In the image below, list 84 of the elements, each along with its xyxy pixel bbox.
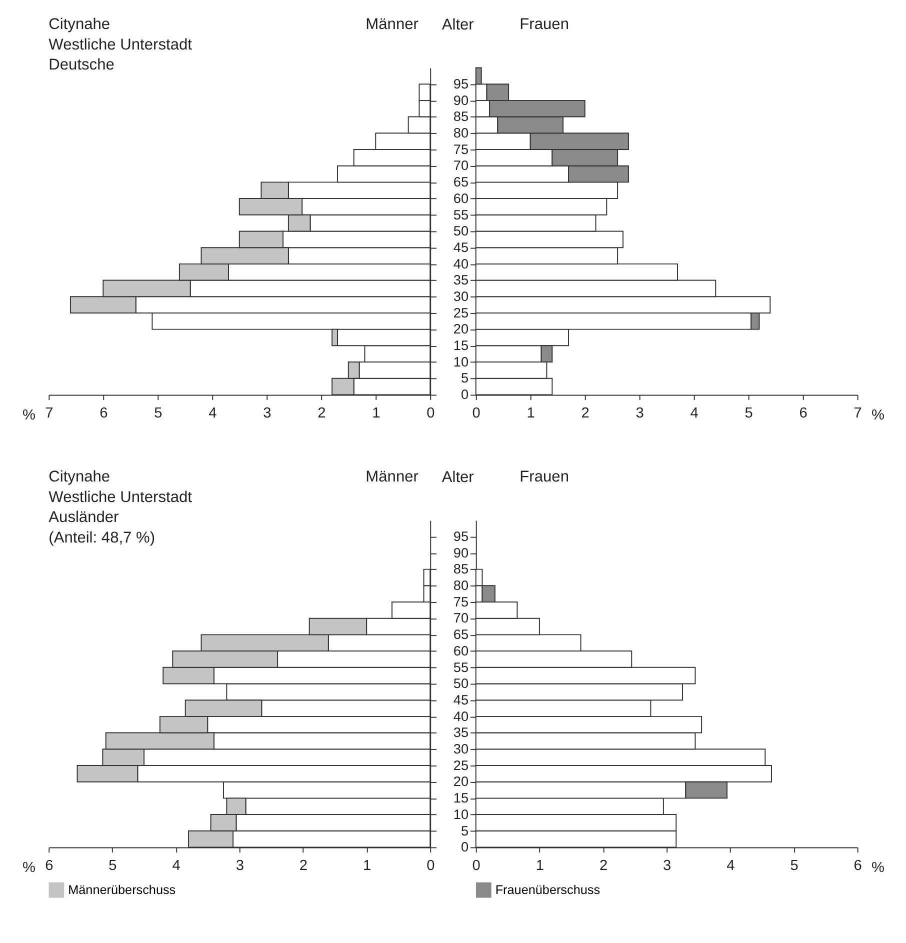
y-tick-label: 10: [453, 806, 469, 822]
y-tick-label: 75: [453, 142, 469, 157]
chart-subtitle: Männer: [366, 16, 418, 33]
x-axis-title: %: [871, 408, 884, 424]
y-tick-label: 90: [453, 92, 469, 108]
y-tick-label: 0: [460, 840, 469, 855]
chart-title: Citynahe Westliche Unterstadt Deutsche: [48, 16, 193, 74]
x-tick-label: 0: [472, 406, 480, 422]
y-tick-label: 20: [453, 774, 469, 790]
x-tick-label: 1: [362, 858, 372, 874]
y-tick-label: 30: [453, 289, 469, 304]
y-tick-label: 75: [453, 594, 469, 610]
y-tick-label: 85: [453, 109, 469, 124]
y-tick-label: 65: [453, 174, 469, 190]
y-tick-label: 0: [460, 387, 469, 402]
x-tick-label: 0: [472, 858, 480, 874]
chart-title: Frauen: [520, 16, 569, 33]
x-tick-label: 3: [636, 406, 644, 422]
y-tick-label: 70: [453, 610, 469, 626]
y-tick-label: 70: [453, 158, 469, 174]
y-axis-title: Alter: [442, 468, 474, 486]
legend-label: Männerüberschuss: [68, 882, 176, 897]
y-tick-label: 60: [453, 643, 469, 658]
y-tick-label: 45: [453, 692, 469, 708]
x-axis-title: %: [22, 408, 36, 424]
x-tick-label: 4: [172, 858, 180, 874]
x-tick-label: 7: [854, 406, 862, 422]
chart-title: Frauen: [520, 468, 569, 486]
y-tick-label: 95: [453, 76, 469, 92]
y-tick-label: 35: [453, 725, 469, 740]
y-tick-label: 65: [453, 627, 469, 642]
x-tick-label: 6: [854, 858, 862, 874]
y-tick-label: 25: [453, 758, 469, 773]
x-tick-label: 3: [236, 858, 244, 874]
x-tick-label: 6: [100, 406, 108, 422]
x-tick-label: 5: [790, 858, 798, 874]
x-tick-label: 4: [208, 406, 217, 422]
y-tick-label: 50: [453, 224, 469, 239]
x-tick-label: 1: [372, 406, 380, 422]
y-tick-label: 30: [453, 742, 469, 757]
y-tick-label: 55: [453, 660, 469, 675]
x-tick-label: 2: [599, 858, 608, 874]
x-tick-label: 1: [526, 406, 535, 422]
y-tick-label: 35: [453, 272, 469, 288]
y-tick-label: 80: [453, 126, 469, 141]
y-tick-label: 45: [453, 240, 469, 255]
x-tick-label: 5: [154, 406, 162, 422]
y-tick-label: 5: [460, 370, 469, 386]
x-axis-title: %: [871, 860, 884, 876]
y-tick-label: 90: [453, 545, 469, 560]
x-tick-label: 5: [744, 406, 753, 422]
chart-subtitle: Männer: [366, 468, 418, 486]
y-tick-label: 15: [453, 338, 469, 354]
y-tick-label: 40: [453, 256, 469, 272]
y-tick-label: 15: [453, 790, 469, 806]
x-tick-label: 2: [318, 406, 326, 422]
x-tick-label: 5: [108, 858, 117, 874]
x-tick-label: 2: [581, 406, 590, 422]
y-tick-label: 80: [453, 578, 469, 594]
y-tick-label: 5: [460, 823, 469, 838]
y-tick-label: 85: [453, 562, 469, 577]
x-axis-title: %: [22, 860, 36, 876]
x-tick-label: 0: [426, 406, 435, 422]
y-tick-label: 20: [453, 322, 469, 337]
x-tick-label: 0: [426, 858, 435, 874]
x-tick-label: 4: [726, 858, 735, 874]
chart-title: Citynahe Westliche Unterstadt Ausländer (Anteil: 48,7 %): [48, 468, 193, 547]
y-tick-label: 40: [453, 708, 469, 724]
y-tick-label: 55: [453, 207, 469, 222]
x-tick-label: 7: [45, 406, 54, 422]
y-axis-title: Alter: [442, 16, 474, 34]
y-tick-label: 10: [453, 354, 469, 370]
y-tick-label: 60: [453, 190, 469, 206]
legend-label: Frauenüberschuss: [495, 882, 600, 897]
y-tick-label: 50: [453, 676, 469, 692]
y-tick-label: 25: [453, 305, 469, 320]
x-tick-label: 1: [536, 858, 544, 874]
x-tick-label: 3: [263, 406, 272, 422]
x-tick-label: 3: [663, 858, 672, 874]
x-tick-label: 6: [799, 406, 808, 422]
y-tick-label: 95: [453, 528, 469, 544]
x-tick-label: 6: [45, 858, 54, 874]
x-tick-label: 4: [690, 406, 698, 422]
x-tick-label: 2: [299, 858, 308, 874]
